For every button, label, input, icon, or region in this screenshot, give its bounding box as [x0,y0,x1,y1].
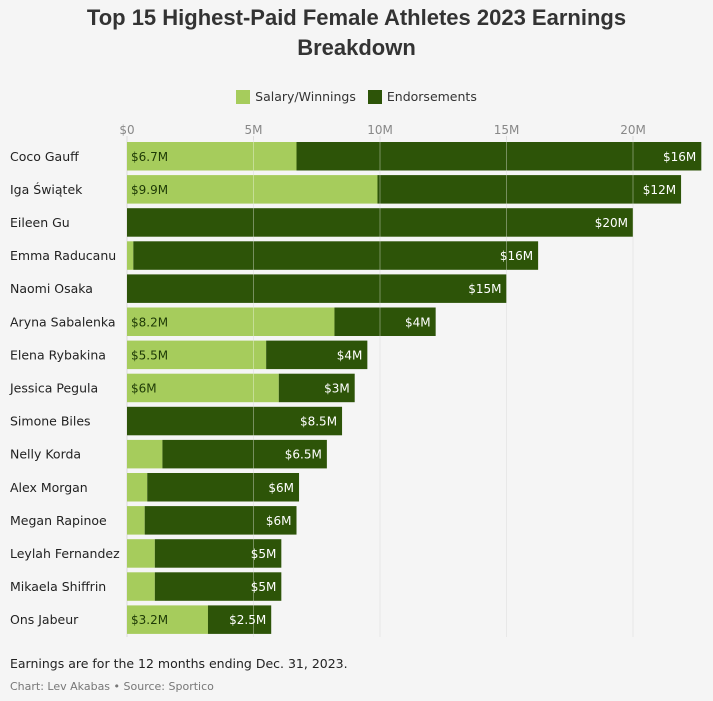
x-tick-label: 10M [367,123,393,137]
bar-endorsements [377,175,682,204]
data-label-salary: $6M [131,381,157,395]
bar-chart-plot: $0 5M 10M 15M 20M Coco Gauff $6.7M $16M Iga Świą… [9,123,702,637]
category-label: Jessica Pegula [9,380,98,395]
category-label: Coco Gauff [10,149,79,164]
bar-endorsements [296,142,702,171]
chart-credit: Chart: Lev Akabas • Source: Sportico [10,680,214,693]
bar-salary [127,142,297,171]
bar-salary [127,473,148,502]
data-label-endorsements: $4M [337,348,363,362]
chart-title-line-2: Breakdown [297,35,416,60]
bar-salary [127,373,279,403]
legend: Salary/Winnings Endorsements [0,89,713,104]
data-label-endorsements: $15M [468,282,501,296]
bar-endorsements [266,340,368,370]
bar-endorsements [147,473,300,502]
category-label: Aryna Sabalenka [10,314,116,329]
data-label-endorsements: $16M [663,150,696,164]
x-tick-label: 5M [245,123,263,137]
x-tick-label: $0 [119,123,134,137]
chart-title-line-1: Top 15 Highest-Paid Female Athletes 2023… [86,5,627,30]
category-label: Megan Rapinoe [10,513,107,528]
data-label-endorsements: $2.5M [229,613,266,627]
bar-endorsements [207,605,272,634]
data-label-salary: $6.7M [131,150,168,164]
bar-endorsements [334,307,436,336]
footnote: Earnings are for the 12 months ending De… [10,656,348,671]
bar-salary [127,506,145,535]
bar-endorsements [162,439,327,469]
bar-endorsements [127,406,343,436]
category-label: Ons Jabeur [10,612,79,627]
data-label-endorsements: $20M [595,216,628,230]
category-label: Eileen Gu [10,215,70,230]
category-label: Nelly Korda [10,447,81,462]
data-label-salary: $8.2M [131,315,168,329]
data-label-endorsements: $5M [251,580,277,594]
bar-endorsements [127,274,507,303]
data-label-endorsements: $3M [324,381,350,395]
legend-label-endorsements: Endorsements [386,89,477,104]
legend-item-endorsements: Endorsements [367,89,477,104]
bar-salary [127,605,208,634]
category-label: Elena Rybakina [10,347,106,362]
category-label: Naomi Osaka [10,281,93,296]
category-label: Iga Świątek [10,182,83,197]
category-label: Alex Morgan [10,480,88,495]
category-label: Emma Raducanu [10,248,116,263]
legend-swatch-endorsements [367,89,382,104]
category-label: Mikaela Shiffrin [10,579,106,594]
data-label-endorsements: $4M [405,315,431,329]
bar-endorsements [278,373,355,403]
bar-endorsements [154,572,282,601]
legend-label-salary: Salary/Winnings [255,89,356,104]
bar-salary [127,241,134,270]
legend-swatch-salary [236,89,251,104]
bar-endorsements [144,506,297,535]
data-label-salary: $9.9M [131,183,168,197]
category-label: Simone Biles [10,414,91,429]
data-label-endorsements: $6M [266,514,292,528]
bar-salary [127,340,267,370]
x-tick-label: 20M [620,123,646,137]
data-label-endorsements: $16M [500,249,533,263]
bar-salary [127,572,155,601]
bar-salary [127,175,378,204]
data-label-endorsements: $8.5M [300,415,337,429]
bar-salary [127,439,163,469]
data-label-endorsements: $6M [268,481,294,495]
x-tick-label: 15M [494,123,520,137]
data-label-salary: $3.2M [131,613,168,627]
bar-salary [127,539,155,568]
bar-endorsements [154,539,282,568]
data-label-endorsements: $12M [643,183,676,197]
bar-endorsements [127,208,633,237]
category-label: Leylah Fernandez [10,546,120,561]
data-label-salary: $5.5M [131,348,168,362]
data-label-endorsements: $5M [251,547,277,561]
bar-salary [127,307,335,336]
legend-item-salary: Salary/Winnings [236,89,356,104]
bar-endorsements [133,241,539,270]
data-label-endorsements: $6.5M [285,448,322,462]
